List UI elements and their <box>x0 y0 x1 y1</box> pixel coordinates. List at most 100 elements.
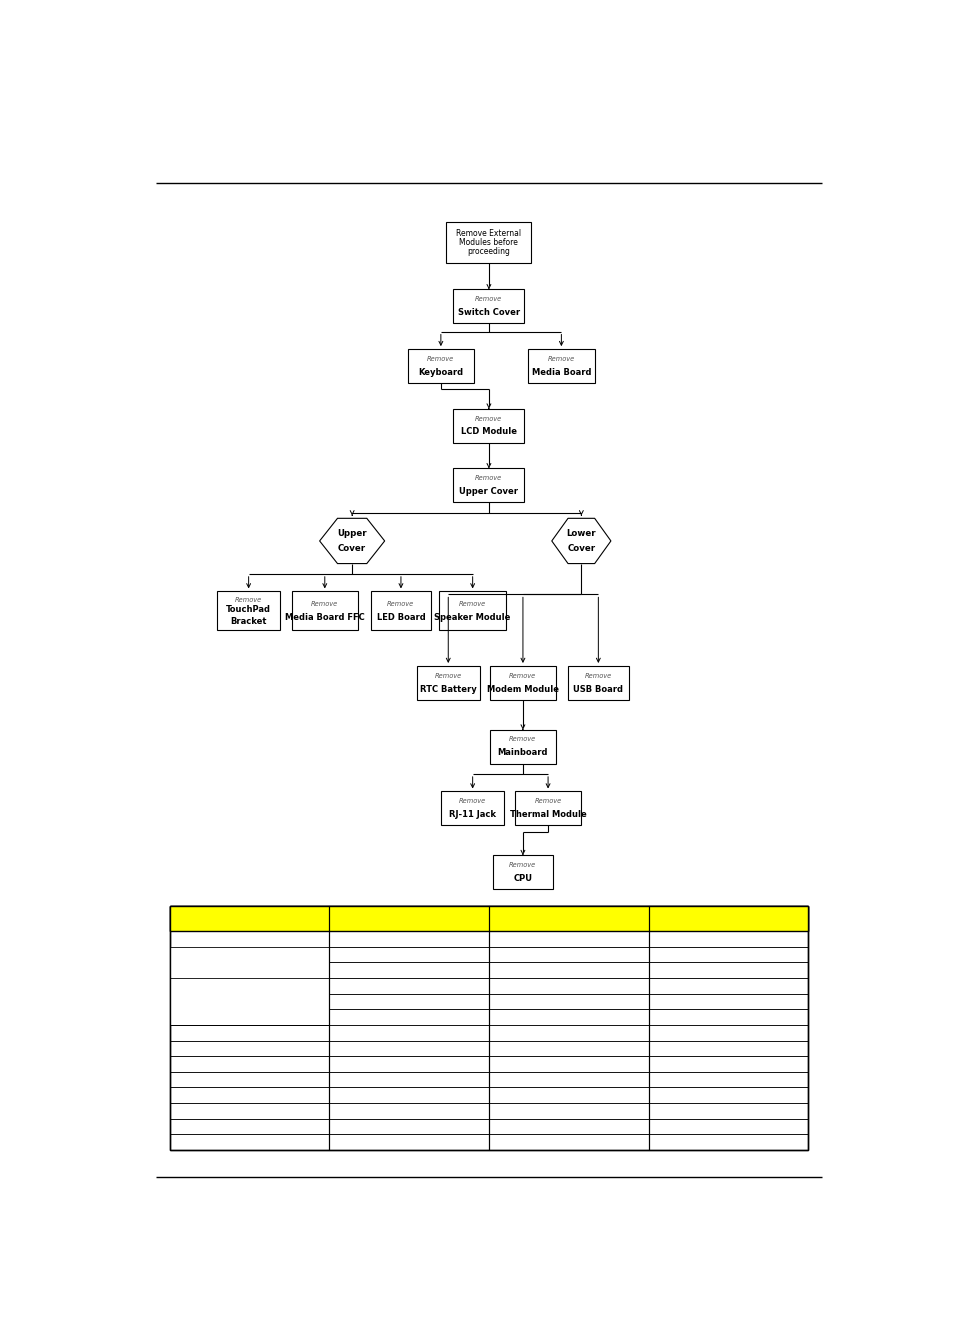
Bar <box>441 791 503 826</box>
Bar <box>648 1118 807 1134</box>
Text: Remove: Remove <box>509 673 536 679</box>
Text: proceeding: proceeding <box>467 247 510 257</box>
Bar <box>489 665 556 700</box>
Text: Remove: Remove <box>509 736 536 743</box>
Bar <box>329 1088 488 1104</box>
Text: Remove: Remove <box>234 597 262 603</box>
Bar <box>370 592 431 631</box>
Bar <box>170 947 329 978</box>
Bar <box>488 994 648 1009</box>
Bar <box>416 665 479 700</box>
Bar <box>329 1104 488 1118</box>
Text: Modem Module: Modem Module <box>486 684 558 693</box>
Bar <box>488 1025 648 1041</box>
Text: Thermal Module: Thermal Module <box>509 810 586 819</box>
Text: Upper: Upper <box>337 529 367 538</box>
Bar <box>170 1088 329 1104</box>
Bar <box>170 906 807 1150</box>
Bar <box>170 962 329 978</box>
Bar <box>648 962 807 978</box>
Bar <box>170 947 329 962</box>
Text: Speaker Module: Speaker Module <box>434 613 510 621</box>
Text: Upper Cover: Upper Cover <box>459 488 517 496</box>
Bar <box>488 1134 648 1150</box>
Bar <box>648 1134 807 1150</box>
Bar <box>407 349 474 383</box>
Text: Remove: Remove <box>458 798 486 804</box>
Bar <box>292 592 357 631</box>
Bar <box>648 1025 807 1041</box>
Text: USB Board: USB Board <box>573 684 622 693</box>
Bar <box>488 1104 648 1118</box>
Bar <box>170 1134 329 1150</box>
Bar <box>170 978 329 994</box>
Bar <box>648 1041 807 1057</box>
Bar <box>439 592 505 631</box>
Bar <box>170 1057 329 1071</box>
Bar <box>488 1057 648 1071</box>
Bar <box>488 931 648 947</box>
Text: Remove: Remove <box>475 476 502 481</box>
Bar <box>329 1057 488 1071</box>
Bar <box>329 1118 488 1134</box>
Text: Remove: Remove <box>458 601 486 607</box>
Text: RTC Battery: RTC Battery <box>419 684 476 693</box>
Text: Keyboard: Keyboard <box>417 367 463 377</box>
Bar <box>648 994 807 1009</box>
Text: CPU: CPU <box>513 874 532 883</box>
Bar <box>329 962 488 978</box>
Bar <box>488 1041 648 1057</box>
Text: Remove: Remove <box>387 601 415 607</box>
Bar <box>170 947 329 978</box>
Bar <box>488 962 648 978</box>
Bar <box>567 665 628 700</box>
Bar <box>488 1088 648 1104</box>
Text: LCD Module: LCD Module <box>460 428 517 437</box>
Bar <box>170 906 807 931</box>
Text: Cover: Cover <box>567 544 595 553</box>
Polygon shape <box>319 518 384 564</box>
Text: Modules before: Modules before <box>459 238 517 247</box>
Text: Mainboard: Mainboard <box>497 748 548 758</box>
Bar <box>170 1104 329 1118</box>
Bar <box>170 978 329 1025</box>
Bar <box>170 931 329 947</box>
Bar <box>488 947 648 962</box>
Polygon shape <box>551 518 610 564</box>
Text: Remove: Remove <box>475 297 502 302</box>
Bar <box>453 290 524 323</box>
Bar <box>170 1071 329 1088</box>
Text: Remove: Remove <box>584 673 611 679</box>
Bar <box>170 906 807 931</box>
Bar <box>329 1071 488 1088</box>
Bar <box>329 1134 488 1150</box>
Bar <box>488 978 648 994</box>
Bar <box>515 791 580 826</box>
Bar <box>170 906 807 1150</box>
Text: TouchPad: TouchPad <box>226 605 271 615</box>
Bar <box>528 349 594 383</box>
Bar <box>329 1041 488 1057</box>
Text: LED Board: LED Board <box>376 613 425 621</box>
Bar <box>489 729 556 764</box>
Bar <box>329 978 488 994</box>
Bar <box>648 1088 807 1104</box>
Text: Remove: Remove <box>547 355 575 362</box>
Text: Switch Cover: Switch Cover <box>457 309 519 317</box>
Bar <box>170 1118 329 1134</box>
Bar <box>217 592 280 631</box>
Bar <box>329 931 488 947</box>
Text: Cover: Cover <box>337 544 366 553</box>
Bar <box>170 994 329 1009</box>
Text: Media Board FFC: Media Board FFC <box>285 613 364 621</box>
Text: Remove: Remove <box>534 798 561 804</box>
Text: Bracket: Bracket <box>230 617 267 625</box>
Bar <box>329 947 488 962</box>
Text: Lower: Lower <box>566 529 596 538</box>
Bar <box>488 1009 648 1025</box>
Bar <box>648 1057 807 1071</box>
Bar <box>488 1118 648 1134</box>
Bar <box>488 1071 648 1088</box>
Text: RJ-11 Jack: RJ-11 Jack <box>449 810 496 819</box>
Bar <box>648 1104 807 1118</box>
